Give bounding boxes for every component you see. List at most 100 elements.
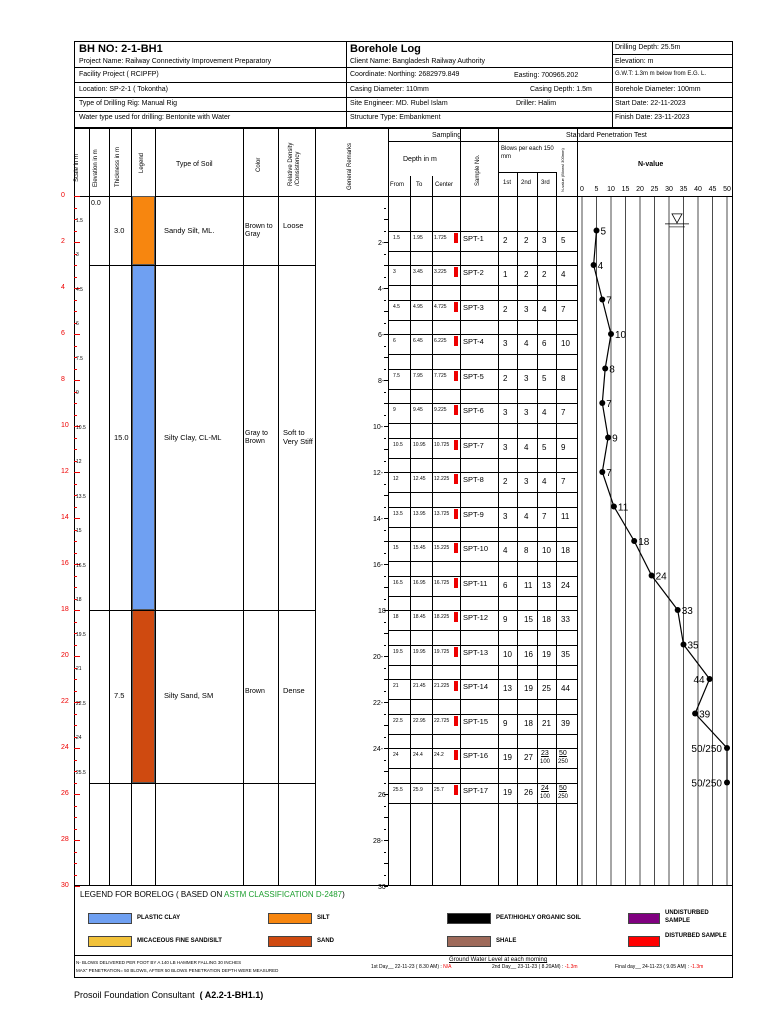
blow-1st: 9 <box>503 615 508 624</box>
depth-scale-label: 10- <box>373 424 384 431</box>
gw-day1-value: N/A <box>443 964 452 970</box>
elevation-label: 25.5 <box>76 769 86 776</box>
n-value-cell: 33 <box>561 615 570 624</box>
soil-type: Silty Sand, SM <box>164 691 214 701</box>
disturbed-marker <box>454 336 458 346</box>
scale-label: 16 <box>61 560 69 567</box>
blow-3rd-pen: 100 <box>540 793 551 800</box>
sample-to: 18.45 <box>413 614 426 620</box>
x-tick-label: 10 <box>607 186 615 193</box>
sample-no: SPT-10 <box>463 544 489 553</box>
soil-type: Silty Clay, CL-ML <box>164 432 222 442</box>
sample-no: SPT-17 <box>463 785 489 795</box>
disturbed-marker <box>454 439 458 450</box>
legend-item-label: DISTURBED SAMPLE <box>665 933 727 939</box>
n-value-label: 7 <box>606 468 612 479</box>
start-date: Start Date: 22-11-2023 <box>615 100 686 107</box>
scale-minor-tick <box>74 449 77 450</box>
scale-major-tick <box>74 564 80 565</box>
drilling-depth: Drilling Depth: 25.5m <box>615 44 681 51</box>
n-value-label: 10 <box>615 330 627 341</box>
elevation-label: 1.5 <box>76 217 83 224</box>
depth-scale-label: 26 <box>378 792 386 799</box>
gw-final-value: -1.3m <box>690 964 704 970</box>
col-thickness: Thickness in m <box>115 146 121 187</box>
n-value-cell: 24 <box>561 580 570 590</box>
sample-center: 3.225 <box>434 269 447 275</box>
scale-major-tick <box>74 334 80 335</box>
blow-1st: 6 <box>503 580 508 590</box>
blow-2nd: 4 <box>524 339 529 348</box>
bh-number: BH NO: 2-1-BH1 <box>79 43 163 55</box>
sample-from: 6 <box>393 338 396 344</box>
scale-minor-tick <box>74 506 77 508</box>
scale-major-tick <box>74 656 80 657</box>
depth-tick <box>384 598 386 600</box>
scale-minor-tick <box>74 725 77 726</box>
n-value-cell: 4 <box>561 270 566 279</box>
disturbed-marker <box>454 577 458 588</box>
col-relative-density: Relative Density /Consistency <box>288 142 301 186</box>
gw-day1: 1st Day__ 22-11-23 ( 8.30 AM) : N/A <box>371 965 452 970</box>
elevation-label: 10.5 <box>76 424 86 431</box>
disturbed-marker <box>454 612 458 622</box>
n-value-cell: 7 <box>561 477 566 486</box>
sample-box <box>389 472 577 493</box>
disturbed-marker <box>454 508 458 519</box>
scale-minor-tick <box>74 265 77 266</box>
depth-scale-label: 22- <box>373 700 384 707</box>
scale-major-tick <box>74 380 80 381</box>
n-value-cell: 8 <box>561 373 566 383</box>
sample-box <box>389 265 577 286</box>
depth-tick <box>384 817 388 818</box>
blow-2nd: 18 <box>524 718 533 728</box>
depth-tick <box>384 345 386 347</box>
scale-minor-tick <box>74 679 77 680</box>
x-tick-label: 30 <box>665 186 673 193</box>
elevation-label: 19.5 <box>76 631 86 638</box>
sample-center: 10.725 <box>434 441 450 448</box>
col-sampling: Sampling <box>432 132 462 139</box>
scale-minor-tick <box>74 713 77 715</box>
n-value-label: 35 <box>688 641 700 652</box>
blow-3rd: 25 <box>542 684 551 693</box>
sample-no: SPT-9 <box>463 509 484 519</box>
depth-tick <box>384 840 388 841</box>
blow-3rd: 24 <box>541 784 549 792</box>
depth-tick <box>384 621 386 623</box>
gw-day2-label: 2nd Day__ 23-11-23 ( 8.20AM) : <box>492 964 564 970</box>
structure-type: Structure Type: Embankment <box>350 114 441 121</box>
depth-tick <box>384 828 386 830</box>
gw-title: Ground Water Level at each morning <box>449 957 548 963</box>
scale-major-tick <box>74 840 80 841</box>
n-value-point <box>631 538 638 544</box>
col-1st: 1st <box>503 180 512 186</box>
depth-tick <box>384 265 388 266</box>
sample-to: 9.45 <box>413 407 423 413</box>
elevation-label: 13.5 <box>76 493 86 500</box>
depth-tick <box>384 242 388 243</box>
elevation-label: 12 <box>76 459 82 465</box>
depth-scale-label: 14- <box>373 516 384 523</box>
n-value-pen: 250 <box>558 759 569 765</box>
blow-3rd: 13 <box>542 580 551 590</box>
blow-3rd: 5 <box>542 373 547 383</box>
sample-to: 25.9 <box>413 786 423 793</box>
col-elevation: Elevation in m <box>93 149 99 187</box>
scale-minor-tick <box>74 345 77 347</box>
depth-tick <box>384 311 388 312</box>
soil-density: Soft to Very Stiff <box>283 427 313 446</box>
legend-item-label: SILT <box>317 915 330 921</box>
blow-2nd: 27 <box>524 753 533 762</box>
header-box <box>74 41 733 128</box>
depth-tick <box>384 736 386 738</box>
legend-swatch <box>628 936 660 947</box>
scale-minor-tick <box>74 322 77 324</box>
borehole-diameter: Borehole Diameter: 100mm <box>615 86 701 93</box>
gw-final-label: Final day__ 24-11-23 ( 9.05 AM) : <box>615 964 690 970</box>
gw-day2-value: -1.3m <box>564 964 578 970</box>
n-value-cell: 9 <box>561 442 566 452</box>
col-spt: Standard Penetration Test <box>566 132 647 139</box>
sample-to: 16.95 <box>413 579 426 586</box>
col-n-value: N-value <box>638 161 664 168</box>
